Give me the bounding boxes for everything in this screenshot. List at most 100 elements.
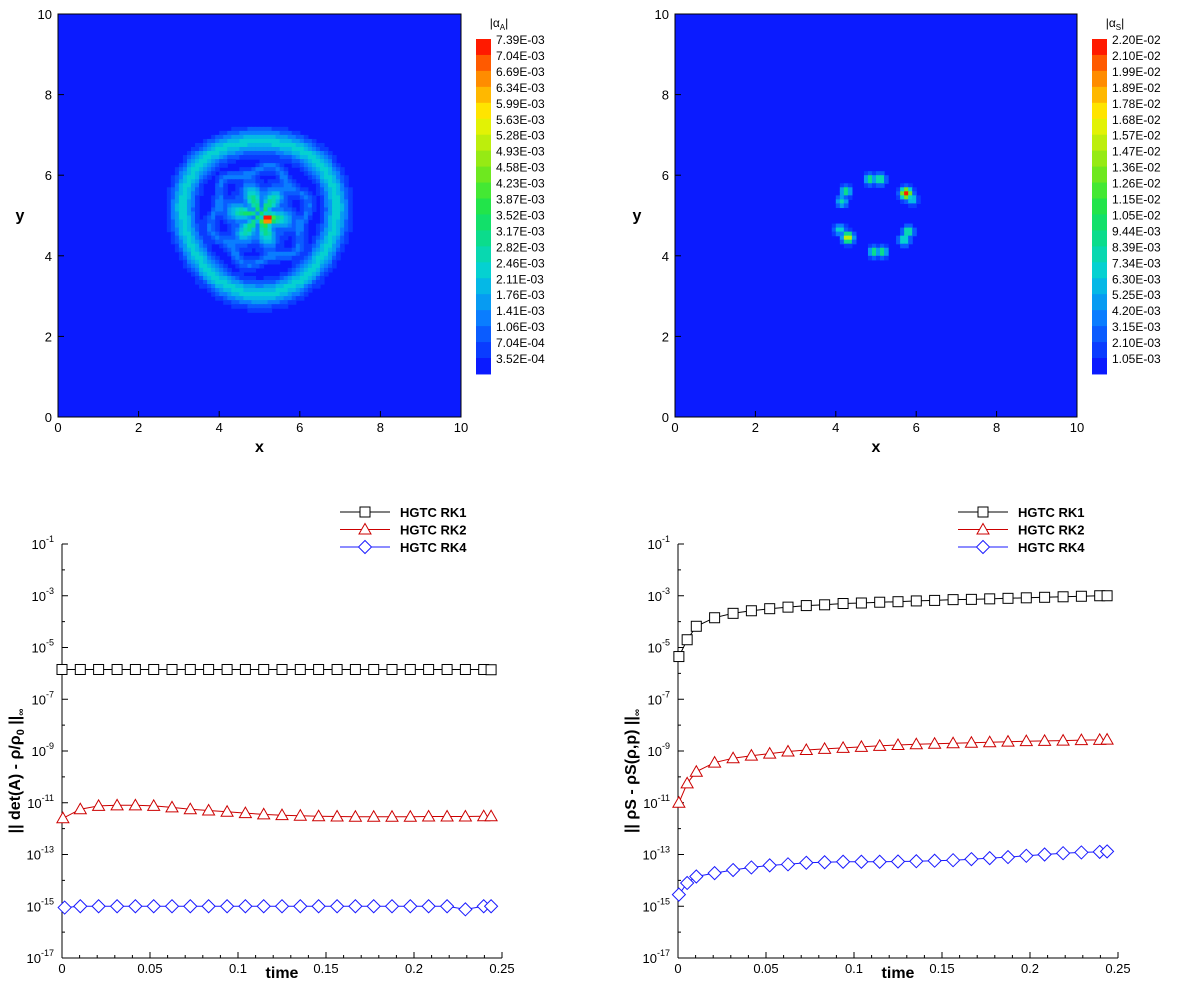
contour-cell <box>264 195 269 200</box>
contour-cell <box>191 167 196 172</box>
contour-cell <box>884 175 889 180</box>
contour-cell <box>872 179 877 184</box>
contour-cell <box>324 171 329 176</box>
colorbar-label: 2.10E-03 <box>1112 336 1161 350</box>
contour-cell <box>896 240 901 245</box>
contour-cell <box>912 187 917 192</box>
contour-cell <box>227 175 232 180</box>
contour-cell <box>312 268 317 273</box>
triangle-marker <box>947 737 959 748</box>
contour-cell <box>288 256 293 261</box>
contour-cell <box>247 236 252 241</box>
contour-cell <box>272 252 277 257</box>
y-tick-base: 10 <box>32 537 46 552</box>
contour-cell <box>215 207 220 212</box>
contour-cell <box>276 207 281 212</box>
diamond-marker <box>873 855 886 868</box>
contour-cell <box>195 240 200 245</box>
contour-cell <box>243 171 248 176</box>
square-marker <box>75 664 85 674</box>
diamond-marker <box>1057 847 1070 860</box>
contour-cell <box>195 220 200 225</box>
contour-cell <box>243 195 248 200</box>
contour-cell <box>247 175 252 180</box>
contour-cell <box>227 248 232 253</box>
colorbar-label: 5.63E-03 <box>496 113 545 127</box>
contour-cell <box>336 216 341 221</box>
contour-cell <box>280 240 285 245</box>
contour-cell <box>304 171 309 176</box>
square-marker <box>149 664 159 674</box>
contour-cell <box>272 183 277 188</box>
contour-cell <box>175 220 180 225</box>
contour-cell <box>332 187 337 192</box>
x-axis-label: x <box>872 439 881 456</box>
contour-cell <box>304 151 309 156</box>
contour-cell <box>284 224 289 229</box>
contour-cell <box>211 284 216 289</box>
contour-cell <box>292 143 297 148</box>
contour-cell <box>272 199 277 204</box>
contour-cell <box>268 276 273 281</box>
contour-cell <box>292 179 297 184</box>
contour-cell <box>251 220 256 225</box>
contour-cell <box>296 240 301 245</box>
contour-cell <box>868 244 873 249</box>
contour-cell <box>203 232 208 237</box>
contour-cell <box>247 179 252 184</box>
contour-cell <box>179 216 184 221</box>
contour-cell <box>340 179 345 184</box>
contour-cell <box>912 228 917 233</box>
contour-cell <box>288 211 293 216</box>
square-marker <box>486 665 496 675</box>
contour-cell <box>324 159 329 164</box>
contour-cell <box>280 300 285 305</box>
contour-cell <box>239 139 244 144</box>
contour-cell <box>316 191 321 196</box>
contour-cell <box>292 260 297 265</box>
contour-cell <box>276 191 281 196</box>
contour-cell <box>243 216 248 221</box>
diamond-marker <box>221 900 234 913</box>
contour-cell <box>276 256 281 261</box>
contour-cell <box>203 248 208 253</box>
contour-cell <box>308 159 313 164</box>
contour-cell <box>284 228 289 233</box>
square-marker <box>1102 591 1112 601</box>
contour-cell <box>304 228 309 233</box>
contour-cell <box>280 195 285 200</box>
contour-cell <box>908 187 913 192</box>
contour-cell <box>272 163 277 168</box>
contour-cell <box>211 151 216 156</box>
y-tick-exponent: -17 <box>41 948 54 958</box>
contour-cell <box>239 304 244 309</box>
contour-cell <box>880 179 885 184</box>
contour-cell <box>276 143 281 148</box>
contour-cell <box>227 284 232 289</box>
contour-cell <box>316 260 321 265</box>
contour-cell <box>328 159 333 164</box>
contour-cell <box>288 199 293 204</box>
contour-cell <box>312 280 317 285</box>
contour-cell <box>348 187 353 192</box>
contour-cell <box>195 224 200 229</box>
contour-cell <box>300 276 305 281</box>
contour-cell <box>231 304 236 309</box>
colorbar-title-main: |α <box>1106 16 1116 30</box>
contour-cell <box>332 207 337 212</box>
contour-cell <box>280 236 285 241</box>
contour-cell <box>199 224 204 229</box>
contour-cell <box>272 280 277 285</box>
contour-cell <box>203 228 208 233</box>
contour-cell <box>247 304 252 309</box>
contour-cell <box>288 288 293 293</box>
contour-cell <box>247 300 252 305</box>
contour-cell <box>280 183 285 188</box>
contour-cell <box>219 131 224 136</box>
contour-cell <box>288 252 293 257</box>
contour-cell <box>251 300 256 305</box>
contour-cell <box>187 195 192 200</box>
contour-cell <box>268 167 273 172</box>
contour-cell <box>272 284 277 289</box>
contour-cell <box>195 203 200 208</box>
